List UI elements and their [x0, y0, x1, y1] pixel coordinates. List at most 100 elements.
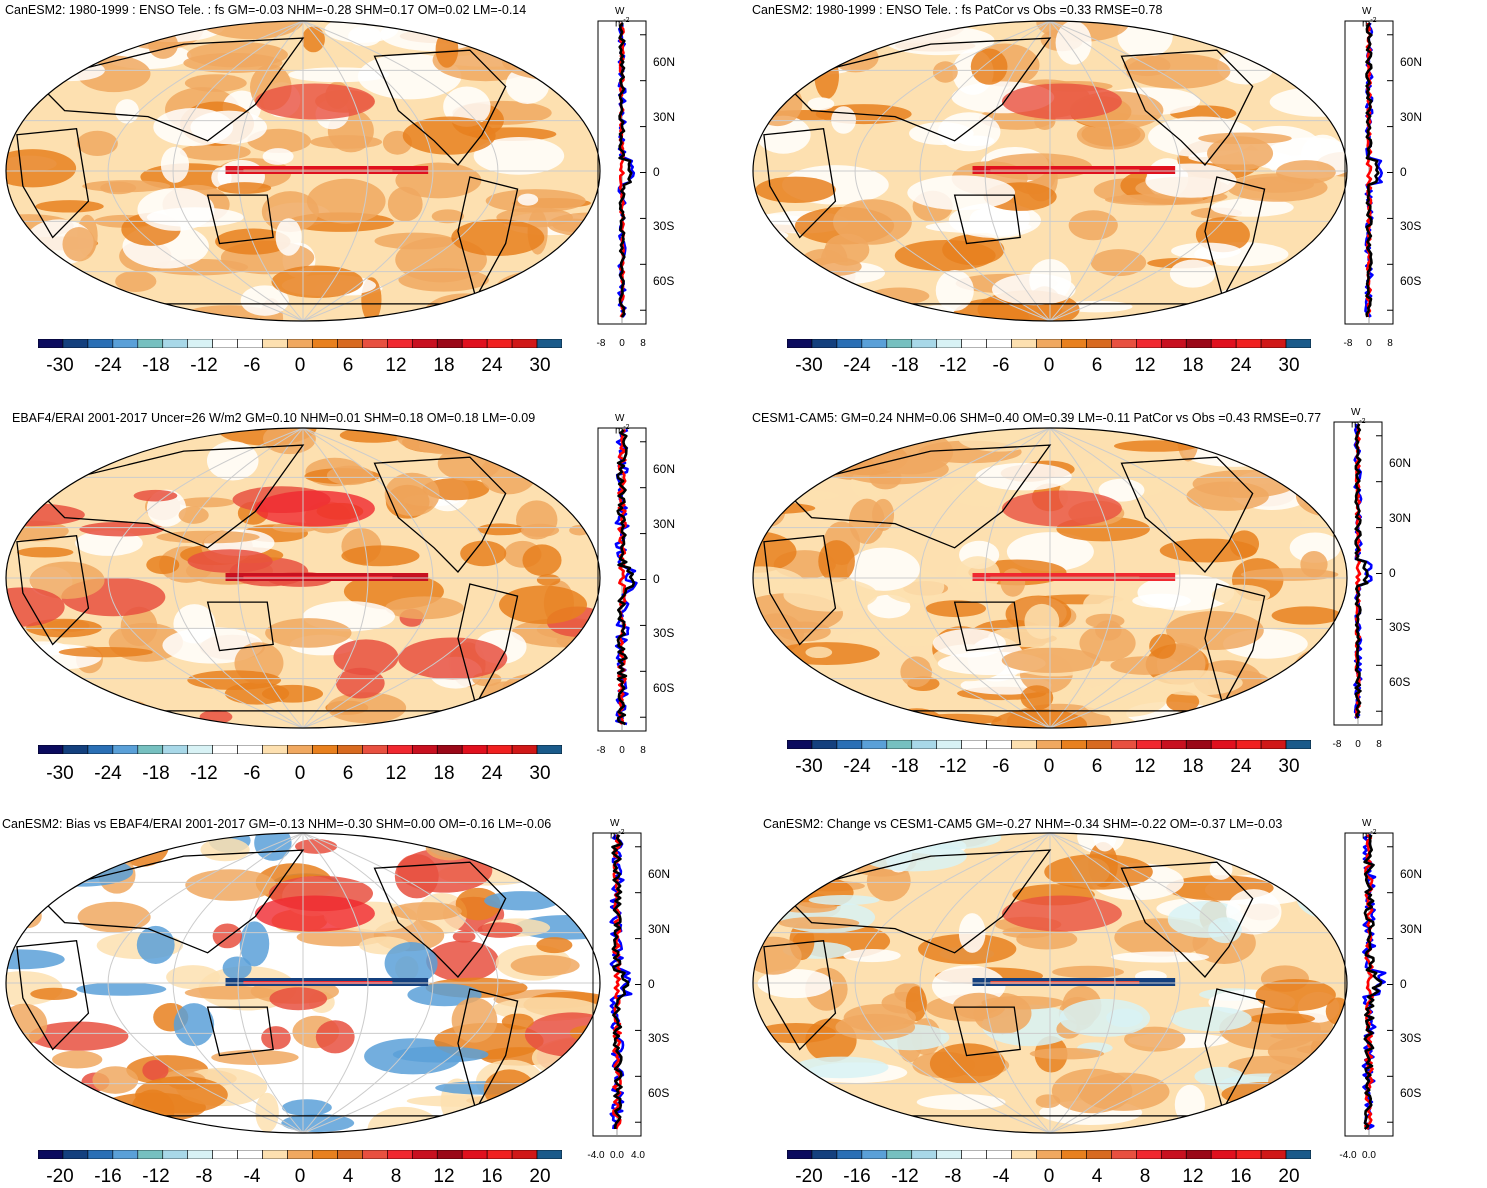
latitude-tick-label: 0	[1400, 976, 1407, 991]
colorbar-swatch	[187, 745, 213, 754]
colorbar-swatch	[936, 740, 962, 749]
zonal-units-label: W m-2	[1362, 6, 1377, 29]
zonal-mean-plot	[1344, 20, 1394, 325]
colorbar-swatch	[1136, 339, 1162, 348]
colorbar-swatch	[411, 745, 438, 754]
latitude-tick-label: 30N	[653, 109, 676, 124]
latitude-tick-label: 60S	[1389, 674, 1411, 689]
colorbar-tick-label: 0	[294, 763, 306, 784]
colorbar-labels: -30 -24 -18 -12 -6 0 6 12 18 24 30	[787, 355, 1311, 377]
colorbar-tick-label: 6	[1091, 756, 1103, 777]
colorbar-swatch	[936, 1150, 962, 1159]
colorbar-swatch	[486, 745, 513, 754]
latitude-tick-label: 30S	[648, 1031, 670, 1046]
colorbar-swatch	[1011, 1150, 1037, 1159]
colorbar-swatch	[436, 339, 463, 348]
colorbar-swatch	[362, 339, 388, 348]
colorbar-tick-label: 6	[1091, 355, 1103, 376]
colorbar-tick-label: 12	[433, 1166, 455, 1187]
colorbar-tick-label: -30	[795, 756, 823, 777]
zonal-mean-plot	[1344, 832, 1394, 1137]
latitude-tick-label: 0	[648, 976, 655, 991]
colorbar-swatch	[787, 1150, 813, 1159]
colorbar-swatch	[112, 1150, 139, 1159]
colorbar-tick-label: 30	[1278, 756, 1300, 777]
zonal-units-label: W m-2	[615, 413, 630, 436]
colorbar-swatch	[212, 339, 238, 348]
colorbar-tick-label: -24	[843, 756, 871, 777]
colorbar-swatch	[312, 745, 338, 754]
colorbar-swatch	[212, 1150, 238, 1159]
colorbar-swatch	[1235, 1150, 1262, 1159]
colorbar-swatch	[886, 740, 913, 749]
colorbar-swatch	[137, 745, 164, 754]
latitude-tick-label: 60S	[1400, 273, 1422, 288]
colorbar-swatch	[1111, 740, 1137, 749]
zonal-x-tick-label: -8	[1332, 739, 1342, 750]
zonal-x-tick-label: -8	[596, 745, 606, 756]
colorbar-swatch	[986, 339, 1012, 348]
colorbar-swatch	[911, 339, 938, 348]
zonal-mean-plot	[597, 427, 647, 732]
colorbar-swatch	[411, 1150, 438, 1159]
colorbar-swatch	[1235, 339, 1262, 348]
zonal-x-tick-label: 0	[619, 338, 625, 349]
colorbar-swatch	[1061, 740, 1087, 749]
colorbar-tick-label: -18	[142, 355, 170, 376]
colorbar-tick-label: 18	[1182, 756, 1204, 777]
colorbar-tick-label: -24	[843, 355, 871, 376]
units-text: W m	[615, 6, 625, 30]
zonal-units-label: W m-2	[610, 818, 625, 841]
world-map	[752, 832, 1348, 1134]
colorbar-swatch	[112, 339, 139, 348]
colorbar-tick-label: -30	[46, 355, 74, 376]
colorbar-swatch	[986, 1150, 1012, 1159]
colorbar-swatch	[961, 1150, 987, 1159]
colorbar-swatch	[811, 339, 838, 348]
colorbar-tick-label: 24	[481, 355, 503, 376]
units-exponent: -2	[623, 17, 630, 24]
latitude-tick-label: 60S	[653, 680, 675, 695]
colorbar-swatch	[1011, 339, 1037, 348]
zonal-series-line	[1363, 834, 1383, 1130]
colorbar-swatch	[312, 339, 338, 348]
colorbar-swatch	[811, 1150, 838, 1159]
colorbar	[38, 745, 562, 754]
colorbar-swatch	[811, 740, 838, 749]
zonal-x-tick-label: 0	[1355, 739, 1361, 750]
colorbar-tick-label: -18	[142, 763, 170, 784]
zonal-x-tick-label: 0	[619, 745, 625, 756]
colorbar-tick-label: -12	[939, 355, 967, 376]
colorbar-swatch	[1036, 1150, 1062, 1159]
latitude-tick-label: 30S	[1400, 219, 1422, 234]
colorbar-swatch	[1136, 740, 1162, 749]
latitude-tick-label: 30N	[1400, 921, 1423, 936]
colorbar-tick-label: 0	[294, 1166, 306, 1187]
colorbar-swatch	[461, 745, 488, 754]
colorbar-swatch	[936, 339, 962, 348]
colorbar-swatch	[511, 1150, 538, 1159]
colorbar-swatch	[262, 1150, 288, 1159]
colorbar-tick-label: 30	[1278, 355, 1300, 376]
zonal-x-tick-label: 0.0	[610, 1150, 624, 1161]
colorbar-tick-label: -30	[795, 355, 823, 376]
colorbar-tick-label: 12	[1134, 756, 1156, 777]
colorbar-tick-label: -4	[243, 1166, 261, 1187]
colorbar-swatch	[162, 745, 189, 754]
colorbar-tick-label: -6	[992, 355, 1010, 376]
colorbar-swatch	[436, 1150, 463, 1159]
colorbar-labels: -30 -24 -18 -12 -6 0 6 12 18 24 30	[38, 355, 562, 377]
colorbar-swatch	[536, 1150, 562, 1159]
colorbar-tick-label: 4	[1091, 1166, 1103, 1187]
colorbar-swatch	[787, 339, 813, 348]
zonal-x-tick-label: 8	[640, 338, 646, 349]
zonal-x-tick-label: -8	[596, 338, 606, 349]
colorbar-tick-label: 16	[1230, 1166, 1252, 1187]
zonal-mean-plot	[597, 20, 647, 325]
colorbar-swatch	[836, 339, 863, 348]
colorbar-tick-label: -12	[142, 1166, 170, 1187]
colorbar-swatch	[1235, 740, 1262, 749]
colorbar-tick-label: -24	[94, 355, 122, 376]
colorbar-tick-label: -20	[46, 1166, 74, 1187]
colorbar-swatch	[461, 1150, 488, 1159]
